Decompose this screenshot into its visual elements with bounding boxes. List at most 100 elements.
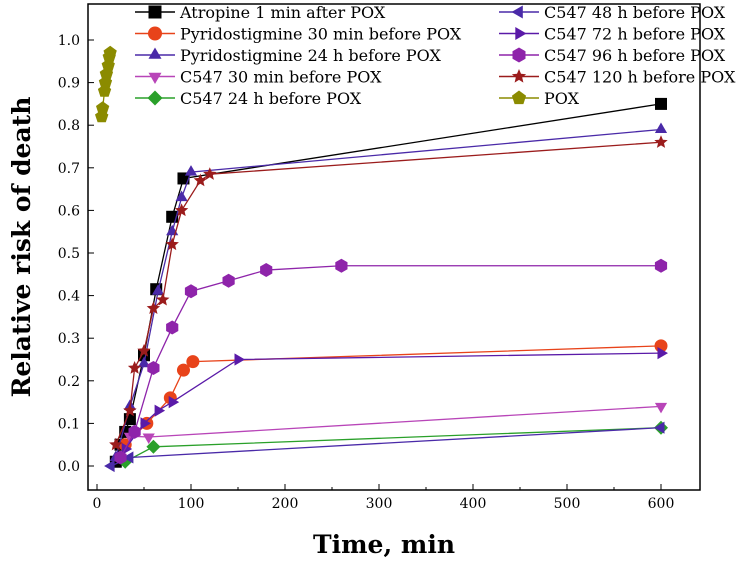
pentagon-marker [96,101,110,114]
x-tick-label: 100 [178,496,205,512]
legend-item: Pyridostigmine 24 h before POX [135,46,442,65]
series-line [124,345,662,446]
diamond-marker [147,90,163,106]
triangle-left-marker [104,459,115,473]
series-atropine-1-min-after-pox [109,97,667,468]
triangle-up-marker [654,122,668,133]
series-pox [95,45,117,123]
hexagon-marker [128,424,141,439]
legend-item: C547 30 min before POX [135,68,382,87]
y-tick-label: 0.8 [58,118,80,134]
triangle-left-marker [511,5,523,19]
triangle-up-marker [137,356,151,368]
triangle-left-marker [122,451,134,464]
hexagon-marker [184,284,198,299]
hexagon-marker [114,450,127,465]
legend-item: C547 120 h before POX [499,68,736,87]
series-line [115,103,662,462]
y-tick-label: 0.7 [58,161,80,177]
series-line [124,352,662,450]
star-marker [654,135,668,148]
hexagon-marker [335,258,348,273]
circle-marker [176,363,190,377]
triangle-down-marker [654,402,668,414]
plot-frame [87,3,701,491]
y-tick-label: 1.0 [58,33,80,49]
triangle-right-marker [234,353,245,366]
triangle-up-marker [184,165,198,176]
legend-item: Pyridostigmine 30 min before POX [135,25,462,44]
y-tick-label: 0.6 [58,203,80,219]
series-c547-24-h-before-pox [118,420,668,469]
y-tick-label: 0.1 [58,416,80,432]
legend-label: Atropine 1 min after POX [179,3,386,22]
star-marker [511,69,527,83]
star-marker [146,301,161,314]
legend-item: C547 48 h before POX [499,3,726,22]
series-line [115,141,662,445]
hexagon-marker [512,47,526,63]
legend-label: C547 96 h before POX [544,46,726,65]
x-tick-label: 600 [648,496,675,512]
star-marker [137,344,151,357]
star-marker [174,203,189,217]
legend-label: C547 72 h before POX [544,25,726,44]
legend-label: C547 120 h before POX [544,68,736,87]
circle-marker [186,355,200,369]
triangle-down-marker [142,433,155,444]
legend-item: C547 96 h before POX [499,46,726,65]
star-marker [165,237,179,251]
star-marker [203,167,217,180]
series-line [115,128,662,458]
square-marker [123,413,136,426]
star-marker [109,437,123,451]
legend-label: POX [544,89,580,108]
circle-marker [148,26,162,41]
x-axis-label: Time, min [313,530,455,559]
triangle-left-marker [654,421,665,434]
hexagon-marker [654,258,668,273]
triangle-right-marker [121,442,133,455]
legend-label: C547 24 h before POX [180,89,362,108]
x-tick-label: 400 [460,496,487,512]
star-marker [127,361,142,374]
triangle-right-marker [515,27,527,40]
triangle-up-marker [148,47,162,59]
legend-label: Pyridostigmine 24 h before POX [180,46,442,65]
legend-label: Pyridostigmine 30 min before POX [180,25,462,44]
y-tick-label: 0.4 [58,289,80,305]
x-tick-label: 200 [272,496,299,512]
series-line [110,427,662,467]
triangle-right-marker [154,404,166,417]
legend-item: POX [499,89,580,108]
series-c547-48-h-before-pox [104,421,665,473]
legend-label: C547 30 min before POX [180,68,382,87]
hexagon-marker [222,273,235,288]
pentagon-marker [103,45,117,59]
hexagon-marker [166,320,179,335]
legend-item: Atropine 1 min after POX [135,3,386,22]
hexagon-marker [147,361,160,375]
legend-label: C547 48 h before POX [544,3,726,22]
triangle-right-marker [140,417,151,430]
triangle-right-marker [657,347,668,360]
y-axis-label: Relative risk of death [7,97,36,398]
square-marker [655,97,667,110]
series-c547-72-h-before-pox [121,347,668,455]
series-c547-120-h-before-pox [109,135,668,451]
legend-item: C547 72 h before POX [499,25,726,44]
series-c547-96-h-before-pox [114,258,668,465]
square-marker [148,5,162,19]
y-tick-label: 0.9 [58,76,80,92]
y-tick-label: 0.0 [58,459,80,475]
triangle-right-marker [168,396,180,409]
y-tick-label: 0.3 [58,331,80,347]
y-tick-label: 0.2 [58,374,80,390]
x-tick-label: 500 [554,496,581,512]
diamond-marker [146,439,161,454]
pentagon-marker [511,90,527,105]
legend-item: C547 24 h before POX [135,89,362,108]
triangle-down-marker [148,72,162,84]
x-tick-label: 300 [366,496,393,512]
